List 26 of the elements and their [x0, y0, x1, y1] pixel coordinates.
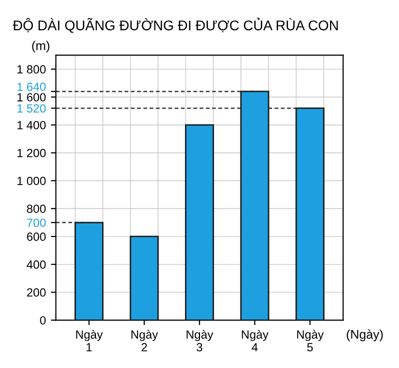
- x-tick-label: Ngày 1: [76, 330, 103, 352]
- y-tick-label: 1 400: [18, 120, 46, 130]
- x-tick-label: Ngày 3: [186, 330, 214, 352]
- bar: [74, 222, 104, 320]
- y-tick-label: 1 640: [18, 82, 46, 91]
- y-tick-label: 1 520: [18, 104, 46, 113]
- y-tick-label: 700: [27, 218, 46, 227]
- y-axis-title: (m): [32, 40, 50, 53]
- y-tick-label: 200: [27, 288, 46, 297]
- x-axis-title: (Ngày): [346, 329, 383, 342]
- bar: [130, 236, 159, 320]
- y-tick-label: 1 200: [18, 148, 46, 158]
- y-tick-label: 800: [26, 204, 46, 213]
- bar: [295, 107, 324, 320]
- y-tick-label: 1 000: [18, 176, 46, 186]
- x-tick-label: Ngày 5: [297, 330, 324, 352]
- y-tick-label: 400: [26, 260, 46, 269]
- y-tick-label: 0: [40, 316, 46, 325]
- y-tick-label: 1 800: [18, 65, 46, 74]
- chart-title: ĐỘ DÀI QUÃNG ĐƯỜNG ĐI ĐƯỢC CỦA RÙA CON: [12, 18, 338, 33]
- bar: [184, 124, 214, 320]
- x-tick-label: Ngày 2: [131, 330, 158, 352]
- y-tick-label: 1 600: [18, 93, 46, 102]
- x-tick-label: Ngày 4: [242, 330, 269, 352]
- bar: [240, 90, 270, 320]
- y-tick-label: 600: [27, 232, 46, 241]
